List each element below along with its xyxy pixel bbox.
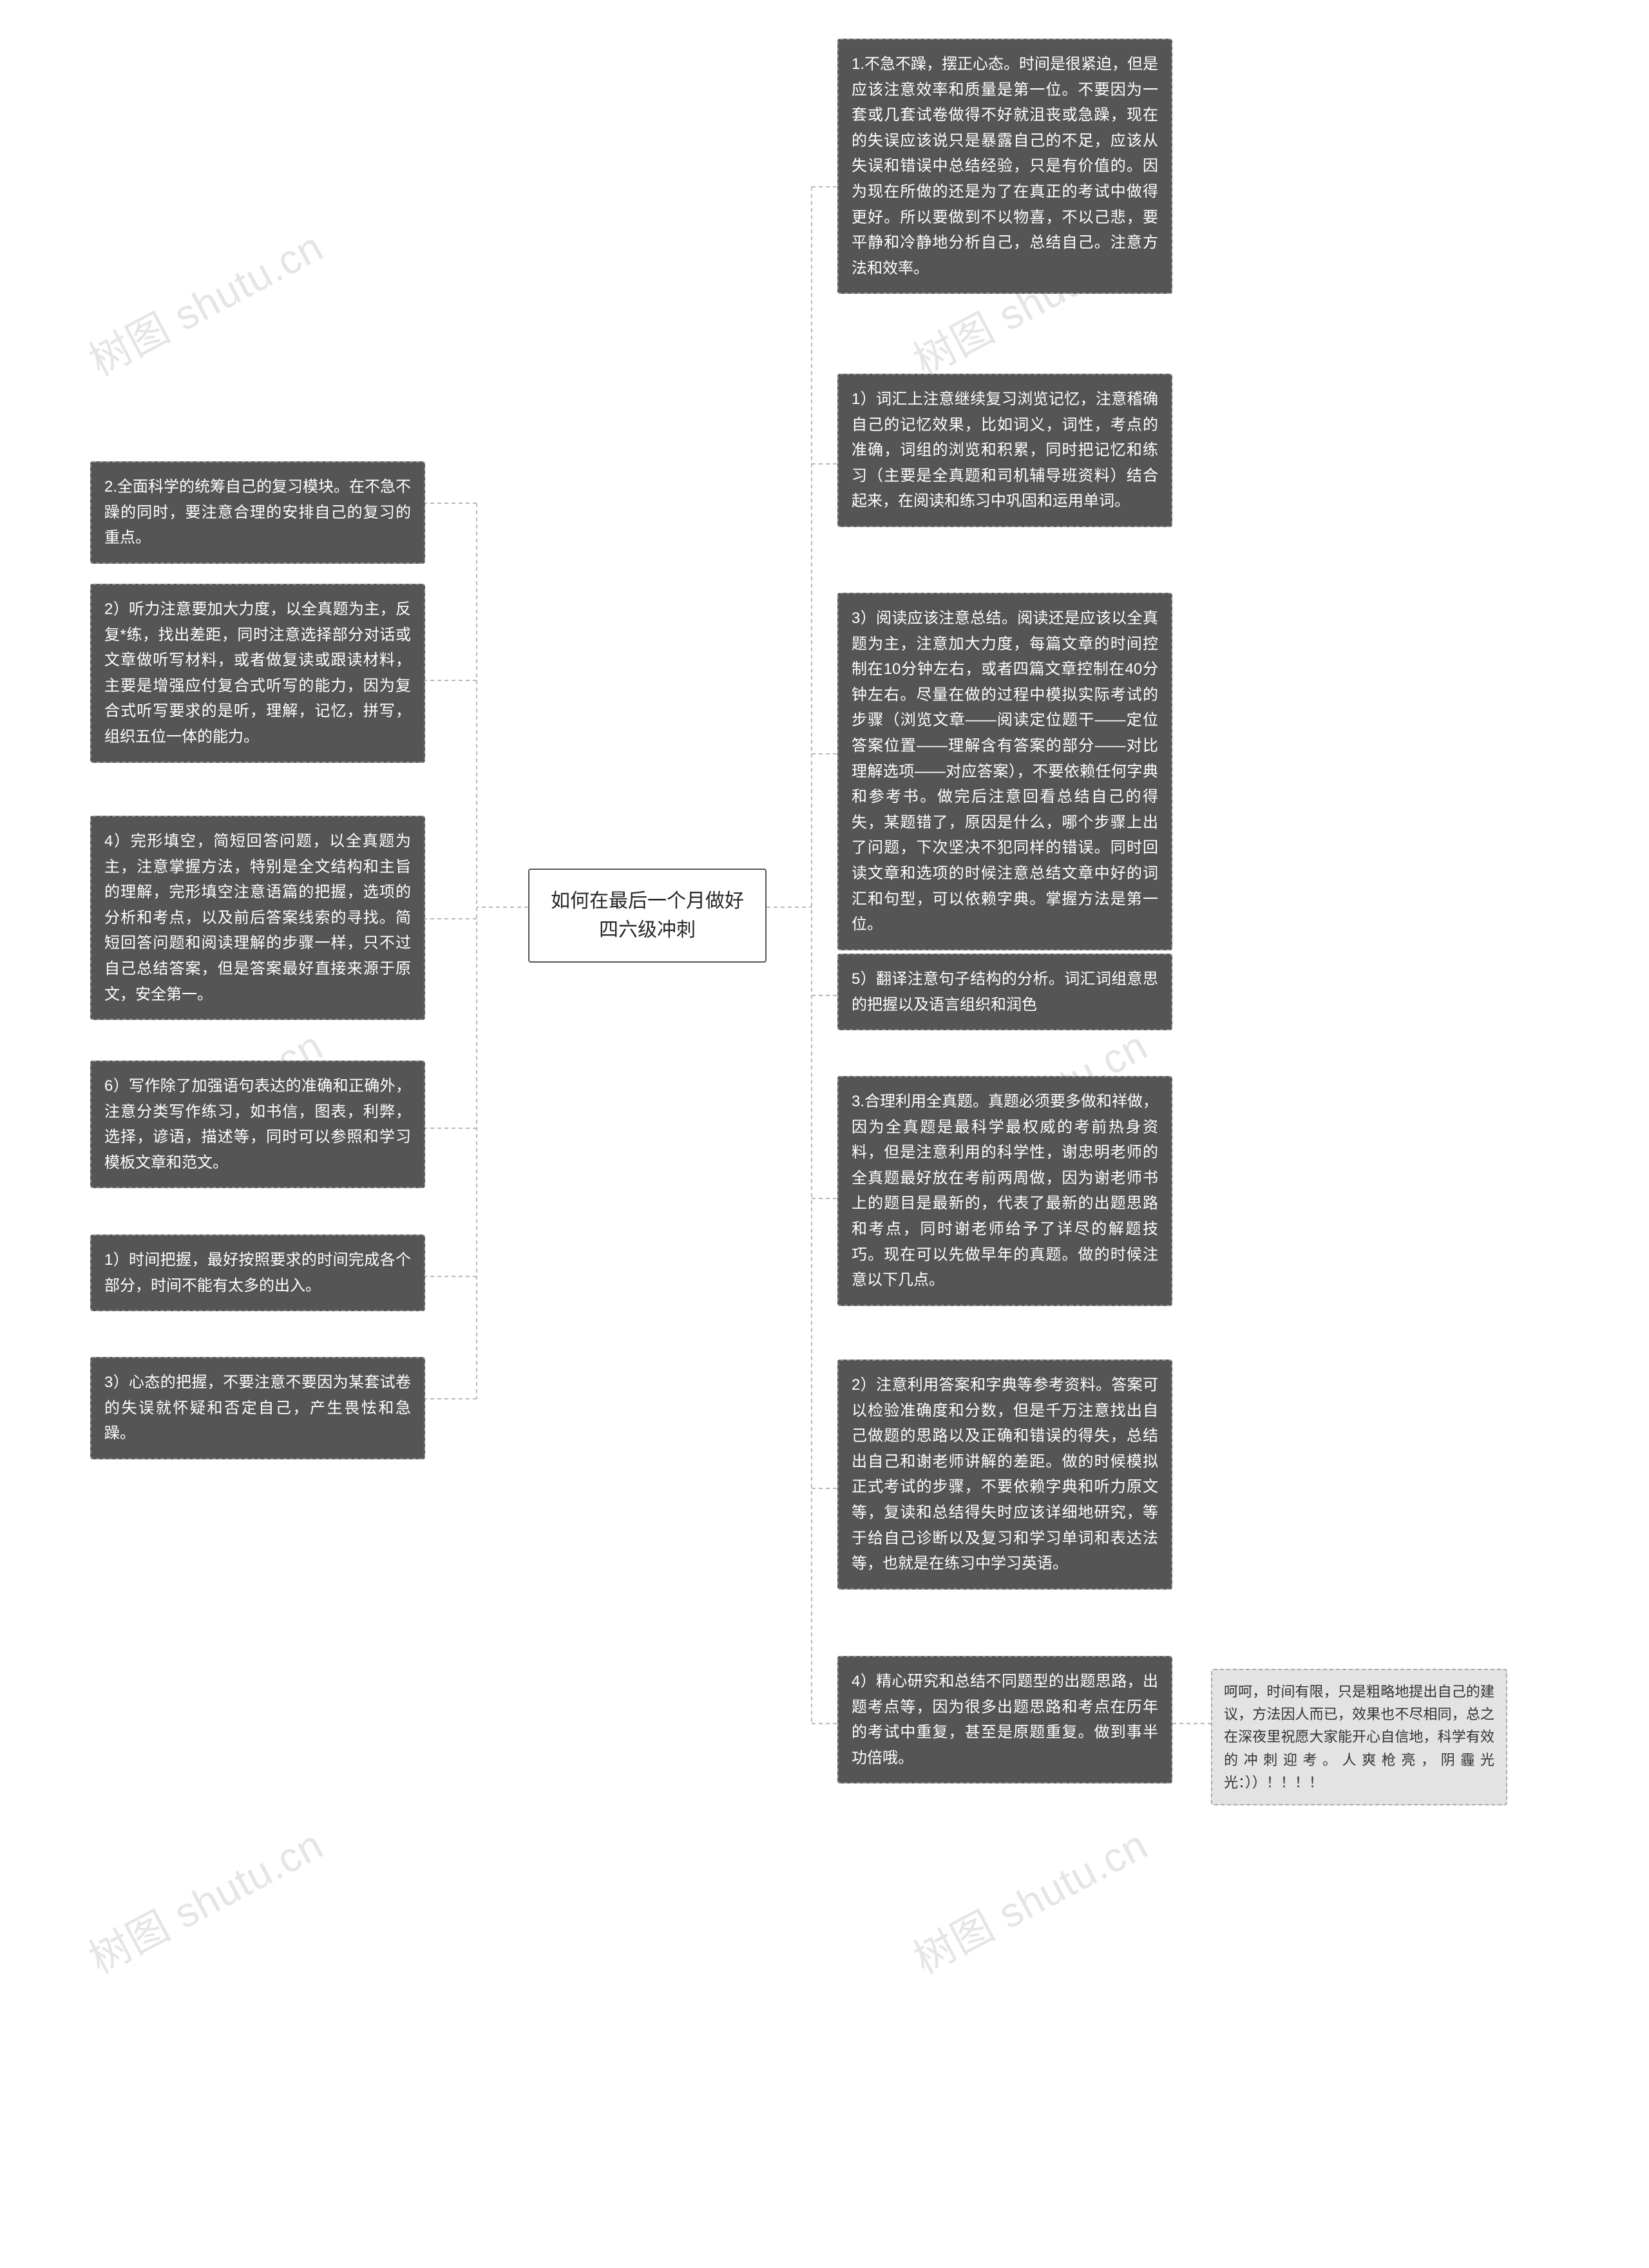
right-node[interactable]: 4）精心研究和总结不同题型的出题思路，出题考点等，因为很多出题思路和考点在历年的…: [837, 1656, 1172, 1783]
right-node[interactable]: 3.合理利用全真题。真题必须要多做和祥做，因为全真题是最科学最权威的考前热身资料…: [837, 1076, 1172, 1306]
watermark: 树图 shutu.cn: [77, 215, 332, 387]
watermark: 树图 shutu.cn: [902, 1812, 1156, 1985]
left-node[interactable]: 3）心态的把握，不要注意不要因为某套试卷的失误就怀疑和否定自己，产生畏怯和急躁。: [90, 1357, 425, 1459]
left-node[interactable]: 6）写作除了加强语句表达的准确和正确外，注意分类写作练习，如书信，图表，利弊，选…: [90, 1061, 425, 1188]
left-node[interactable]: 1）时间把握，最好按照要求的时间完成各个部分，时间不能有太多的出入。: [90, 1235, 425, 1311]
right-node[interactable]: 2）注意利用答案和字典等参考资料。答案可以检验准确度和分数，但是千万注意找出自己…: [837, 1360, 1172, 1590]
root-node[interactable]: 如何在最后一个月做好四六级冲刺: [528, 869, 767, 963]
left-node[interactable]: 4）完形填空，简短回答问题，以全真题为主，注意掌握方法，特别是全文结构和主旨的理…: [90, 816, 425, 1020]
left-node[interactable]: 2.全面科学的统筹自己的复习模块。在不急不躁的同时，要注意合理的安排自己的复习的…: [90, 461, 425, 564]
watermark: 树图 shutu.cn: [77, 1812, 332, 1985]
right-node[interactable]: 1.不急不躁，摆正心态。时间是很紧迫，但是应该注意效率和质量是第一位。不要因为一…: [837, 39, 1172, 294]
left-node[interactable]: 2）听力注意要加大力度，以全真题为主，反复*练，找出差距，同时注意选择部分对话或…: [90, 584, 425, 763]
mindmap-canvas: 树图 shutu.cn 树图 shutu.cn 树图 shutu.cn 树图 s…: [0, 0, 1649, 2268]
right-node[interactable]: 5）翻译注意句子结构的分析。词汇词组意思的把握以及语言组织和润色: [837, 954, 1172, 1030]
right-node[interactable]: 3）阅读应该注意总结。阅读还是应该以全真题为主，注意加大力度，每篇文章的时间控制…: [837, 593, 1172, 950]
right-node[interactable]: 1）词汇上注意继续复习浏览记忆，注意稽确自己的记忆效果，比如词义，词性，考点的准…: [837, 374, 1172, 527]
sub-node[interactable]: 呵呵，时间有限，只是粗略地提出自己的建议，方法因人而已，效果也不尽相同，总之在深…: [1211, 1669, 1507, 1805]
